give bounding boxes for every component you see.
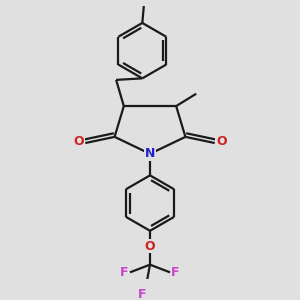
- Text: F: F: [138, 288, 147, 300]
- Text: F: F: [171, 266, 180, 279]
- Text: O: O: [73, 135, 84, 148]
- Text: N: N: [145, 147, 155, 160]
- Text: O: O: [216, 135, 227, 148]
- Text: F: F: [120, 266, 129, 279]
- Text: O: O: [145, 240, 155, 253]
